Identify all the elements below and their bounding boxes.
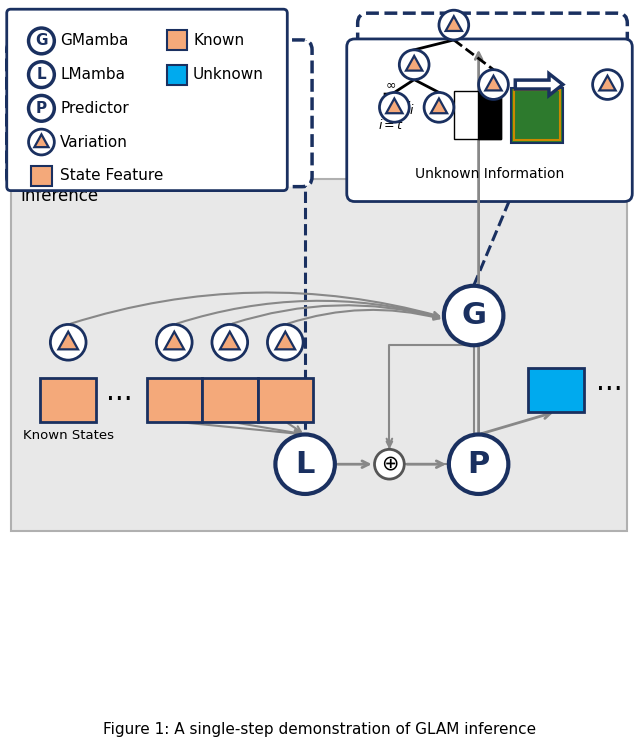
FancyBboxPatch shape bbox=[454, 92, 501, 139]
FancyBboxPatch shape bbox=[528, 368, 584, 412]
FancyBboxPatch shape bbox=[477, 92, 501, 139]
Text: LMamba: LMamba bbox=[60, 68, 125, 82]
Polygon shape bbox=[431, 98, 447, 113]
FancyBboxPatch shape bbox=[176, 103, 236, 157]
Circle shape bbox=[380, 92, 409, 122]
FancyBboxPatch shape bbox=[62, 103, 122, 157]
Text: G: G bbox=[35, 34, 48, 49]
Circle shape bbox=[593, 70, 622, 100]
Text: Inference: Inference bbox=[20, 187, 99, 205]
Polygon shape bbox=[386, 98, 403, 113]
FancyBboxPatch shape bbox=[167, 64, 187, 85]
Circle shape bbox=[275, 434, 335, 494]
Circle shape bbox=[212, 325, 248, 360]
FancyBboxPatch shape bbox=[167, 30, 187, 50]
Circle shape bbox=[51, 325, 86, 360]
Polygon shape bbox=[35, 134, 49, 147]
FancyBboxPatch shape bbox=[7, 40, 312, 187]
Circle shape bbox=[439, 10, 468, 40]
Text: G: G bbox=[461, 301, 486, 330]
Text: P: P bbox=[467, 450, 490, 478]
FancyBboxPatch shape bbox=[511, 88, 563, 143]
Text: Figure 1: A single-step demonstration of GLAM inference: Figure 1: A single-step demonstration of… bbox=[104, 722, 536, 736]
Polygon shape bbox=[58, 332, 78, 350]
Text: Unknown: Unknown bbox=[193, 68, 264, 82]
Text: Variation: Variation bbox=[60, 134, 128, 149]
Text: L: L bbox=[36, 68, 46, 82]
Text: Known: Known bbox=[193, 34, 244, 49]
Text: ···: ··· bbox=[21, 99, 48, 128]
Circle shape bbox=[268, 325, 303, 360]
Circle shape bbox=[444, 286, 504, 345]
Circle shape bbox=[29, 129, 54, 155]
Text: Unknown Information: Unknown Information bbox=[415, 166, 564, 181]
Circle shape bbox=[131, 151, 167, 187]
Text: L: L bbox=[296, 450, 315, 478]
Circle shape bbox=[479, 70, 508, 100]
Text: GMamba: GMamba bbox=[60, 34, 129, 49]
Polygon shape bbox=[599, 76, 616, 91]
Polygon shape bbox=[220, 332, 239, 350]
Text: ···: ··· bbox=[106, 386, 133, 414]
FancyBboxPatch shape bbox=[202, 378, 257, 422]
Circle shape bbox=[29, 62, 54, 88]
Circle shape bbox=[449, 434, 508, 494]
FancyBboxPatch shape bbox=[358, 13, 627, 194]
Circle shape bbox=[374, 449, 404, 479]
Polygon shape bbox=[485, 76, 502, 91]
Text: $\sum_{i=t}^{\infty} r_i$: $\sum_{i=t}^{\infty} r_i$ bbox=[378, 81, 415, 132]
FancyBboxPatch shape bbox=[7, 9, 287, 190]
Polygon shape bbox=[406, 56, 422, 70]
FancyBboxPatch shape bbox=[31, 166, 52, 186]
Text: ···: ··· bbox=[596, 376, 622, 404]
Circle shape bbox=[424, 92, 454, 122]
Circle shape bbox=[29, 95, 54, 122]
Text: P: P bbox=[36, 100, 47, 116]
FancyBboxPatch shape bbox=[347, 39, 632, 202]
Polygon shape bbox=[445, 16, 462, 31]
FancyBboxPatch shape bbox=[147, 378, 202, 422]
Text: $\oplus$: $\oplus$ bbox=[381, 454, 398, 474]
FancyBboxPatch shape bbox=[257, 378, 313, 422]
Text: State Feature: State Feature bbox=[60, 168, 164, 183]
Polygon shape bbox=[275, 332, 295, 350]
Text: Predictor: Predictor bbox=[60, 100, 129, 116]
FancyBboxPatch shape bbox=[11, 178, 627, 531]
Polygon shape bbox=[164, 332, 184, 350]
Text: Known States: Known States bbox=[22, 429, 114, 442]
Circle shape bbox=[399, 50, 429, 80]
FancyArrow shape bbox=[515, 74, 563, 95]
Circle shape bbox=[156, 325, 192, 360]
FancyBboxPatch shape bbox=[40, 378, 96, 422]
Polygon shape bbox=[139, 158, 159, 176]
Circle shape bbox=[29, 28, 54, 54]
